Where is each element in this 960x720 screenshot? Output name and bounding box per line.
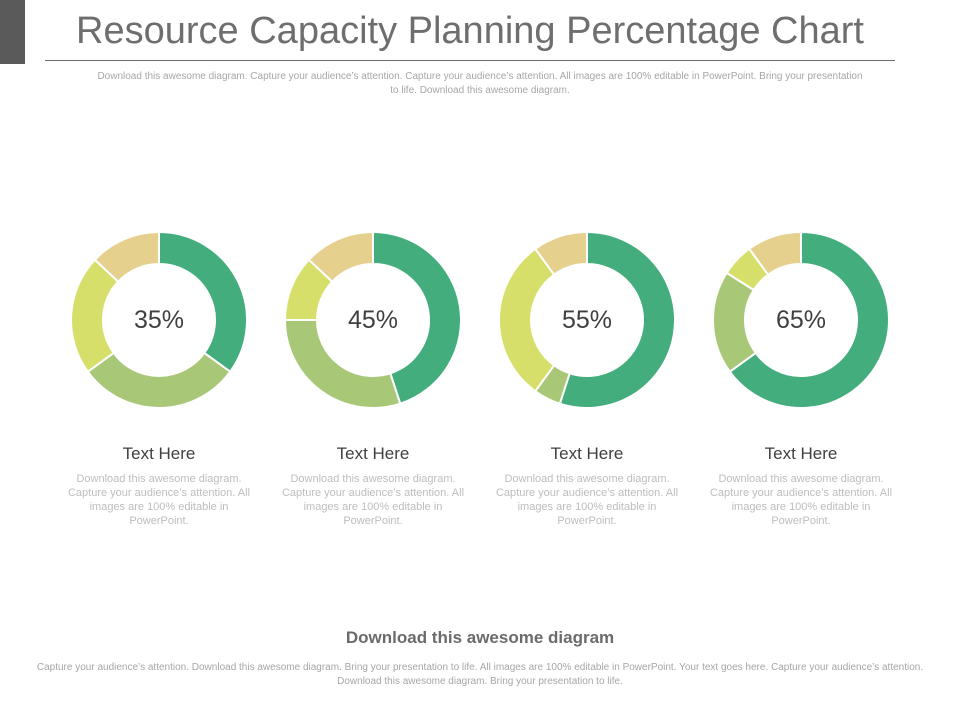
page-subtitle: Download this awesome diagram. Capture y… — [97, 71, 863, 96]
title-divider — [45, 60, 895, 61]
item-heading-3: Text Here — [550, 444, 624, 463]
donut-2-segment-1 — [372, 230, 462, 405]
donut-3-segment-4 — [533, 230, 588, 277]
footer-heading: Download this awesome diagram — [345, 628, 615, 647]
footer-text: Capture your audience’s attention. Downl… — [36, 662, 924, 687]
donut-percent-label-3: 55% — [561, 306, 613, 334]
donut-3-segment-3 — [498, 247, 556, 393]
donut-1-segment-1 — [158, 230, 248, 374]
donut-1-segment-2 — [86, 351, 232, 409]
item-heading-2: Text Here — [336, 444, 410, 463]
item-description-1: Download this awesome diagram. Capture y… — [67, 473, 251, 527]
donut-charts — [70, 230, 890, 409]
donut-percent-label-4: 65% — [775, 306, 827, 334]
item-heading-4: Text Here — [764, 444, 838, 463]
item-heading-1: Text Here — [122, 444, 196, 463]
donut-percent-label-1: 35% — [133, 306, 185, 334]
donut-4-segment-4 — [747, 230, 802, 277]
donut-2-segment-4 — [307, 230, 374, 284]
corner-accent-block — [0, 0, 25, 64]
donut-percent-label-2: 45% — [347, 306, 399, 334]
donut-2-segment-2 — [283, 319, 402, 409]
page-title: Resource Capacity Planning Percentage Ch… — [76, 10, 864, 52]
donut-1-segment-4 — [93, 230, 160, 284]
item-description-2: Download this awesome diagram. Capture y… — [281, 473, 465, 527]
donut-4-segment-1 — [728, 230, 890, 409]
item-description-3: Download this awesome diagram. Capture y… — [495, 473, 679, 527]
donut-3-segment-1 — [558, 230, 676, 409]
item-description-4: Download this awesome diagram. Capture y… — [709, 473, 893, 527]
